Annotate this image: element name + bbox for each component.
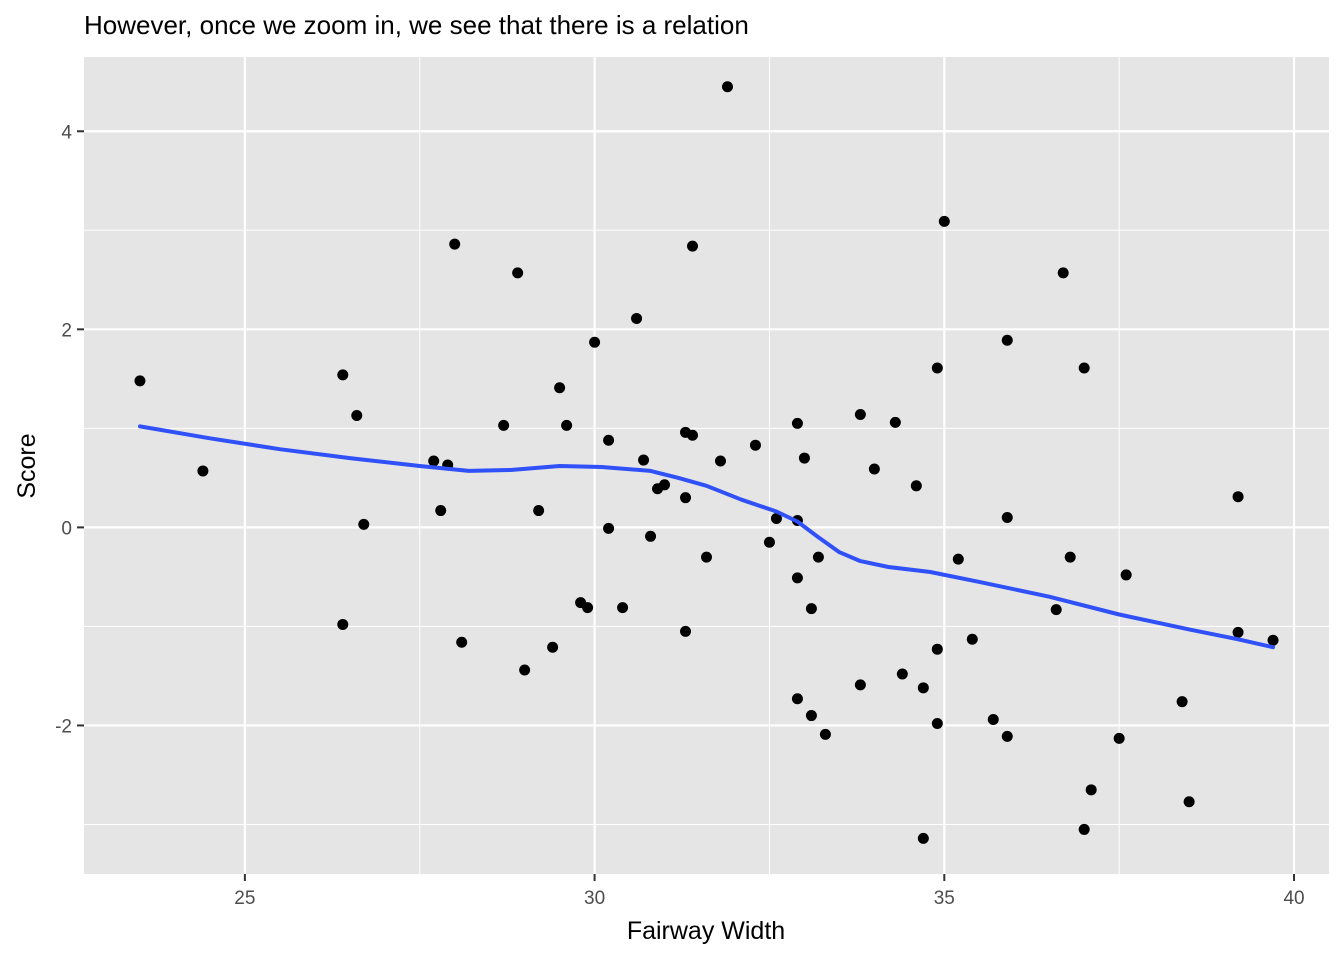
data-point: [701, 551, 712, 563]
y-tick-label: -2: [55, 716, 72, 737]
data-point: [1064, 551, 1076, 563]
data-point: [589, 336, 601, 348]
data-point: [456, 636, 468, 648]
data-point: [1050, 604, 1062, 616]
data-point: [351, 409, 363, 421]
data-point: [917, 832, 929, 844]
data-point: [1232, 491, 1244, 503]
data-point: [1120, 569, 1132, 581]
data-point: [197, 465, 209, 477]
data-point: [687, 429, 699, 441]
data-point: [617, 602, 629, 614]
data-point: [1232, 626, 1244, 638]
data-point: [1057, 267, 1069, 279]
data-point: [854, 408, 866, 420]
data-point: [763, 536, 775, 548]
data-point: [1085, 784, 1097, 796]
data-point: [435, 505, 447, 517]
data-point: [819, 728, 831, 740]
data-point: [791, 693, 803, 705]
data-point: [896, 668, 908, 680]
x-tick-label: 25: [234, 888, 255, 909]
data-point: [561, 419, 573, 431]
y-tick-label: 4: [61, 122, 72, 143]
data-point: [987, 714, 999, 726]
x-axis-title: Fairway Width: [627, 917, 785, 945]
data-point: [680, 625, 692, 637]
data-point: [631, 312, 643, 324]
data-point: [868, 463, 880, 475]
x-tick-label: 40: [1283, 888, 1304, 909]
y-tick-label: 0: [61, 518, 72, 539]
data-point: [931, 717, 943, 729]
x-axis: 25 30 35 40: [234, 874, 1305, 909]
data-point: [337, 618, 349, 630]
data-point: [533, 505, 545, 517]
data-point: [582, 602, 594, 614]
data-point: [1078, 823, 1090, 835]
minor-gridlines: [84, 57, 1329, 874]
data-point: [938, 215, 950, 227]
data-point: [798, 452, 810, 464]
data-point: [603, 522, 615, 534]
data-point: [554, 382, 566, 394]
y-tick-label: 2: [61, 320, 72, 341]
data-point: [791, 572, 803, 584]
data-point: [603, 434, 615, 446]
data-point: [659, 479, 671, 491]
data-point: [770, 512, 782, 524]
data-point: [931, 643, 943, 655]
data-point: [1183, 796, 1195, 808]
data-point: [547, 641, 559, 653]
data-points: [134, 81, 1279, 844]
y-axis-title: Score: [13, 433, 41, 498]
data-point: [512, 267, 524, 279]
data-point: [1078, 362, 1090, 374]
data-point: [931, 362, 943, 374]
data-point: [1001, 334, 1013, 346]
data-point: [1176, 696, 1188, 708]
data-point: [638, 454, 650, 466]
data-point: [687, 240, 699, 252]
x-tick-label: 30: [584, 888, 605, 909]
data-point: [749, 439, 761, 451]
data-point: [714, 455, 726, 467]
y-axis: -2 0 2 4: [55, 122, 84, 737]
data-point: [498, 419, 510, 431]
data-point: [134, 375, 146, 387]
data-point: [1001, 511, 1013, 523]
data-point: [721, 81, 733, 93]
data-point: [791, 417, 803, 429]
plot-panel: [84, 57, 1329, 874]
data-point: [952, 553, 964, 565]
data-point: [1001, 730, 1013, 742]
x-tick-label: 35: [934, 888, 955, 909]
major-gridlines: [84, 57, 1329, 874]
data-point: [645, 530, 657, 542]
data-point: [812, 551, 824, 563]
data-point: [966, 633, 978, 645]
data-point: [805, 710, 817, 722]
data-point: [337, 369, 349, 381]
data-point: [680, 492, 692, 504]
data-point: [889, 416, 901, 428]
data-point: [519, 664, 531, 676]
data-point: [1113, 732, 1125, 744]
chart-title: However, once we zoom in, we see that th…: [84, 10, 749, 40]
data-point: [910, 480, 922, 492]
data-point: [358, 518, 370, 530]
data-point: [1267, 634, 1279, 646]
smooth-trend-line: [138, 424, 1275, 650]
data-point: [917, 682, 929, 694]
data-point: [854, 679, 866, 691]
data-point: [805, 603, 817, 615]
data-point: [428, 455, 440, 467]
data-point: [449, 238, 461, 250]
